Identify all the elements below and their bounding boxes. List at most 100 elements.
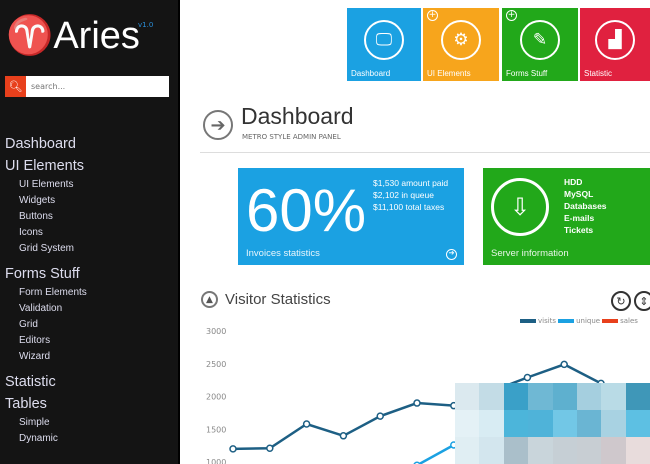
mosaic-cell bbox=[455, 437, 480, 464]
y-tick-label: 2000 bbox=[206, 393, 226, 402]
pencil-icon: ✎ bbox=[520, 20, 560, 60]
sidebar-item[interactable]: Editors bbox=[19, 335, 51, 346]
mosaic-cell bbox=[576, 437, 602, 464]
refresh-icon[interactable]: ↻ bbox=[611, 291, 631, 311]
point-visits bbox=[339, 432, 348, 440]
chart-legend: visits unique sales bbox=[520, 317, 638, 325]
sidebar-group[interactable]: Dashboard bbox=[5, 136, 76, 152]
plus-icon[interactable]: + bbox=[427, 10, 438, 21]
mosaic-cell bbox=[503, 437, 529, 464]
mosaic-cell bbox=[625, 437, 650, 464]
sidebar-item[interactable]: Validation bbox=[19, 303, 63, 314]
mosaic-cell bbox=[601, 437, 626, 464]
legend-swatch-sales bbox=[602, 319, 619, 323]
invoice-line: $2,102 in queue bbox=[373, 190, 434, 200]
arrow-right-icon: ➔ bbox=[203, 110, 233, 140]
page-title: Dashboard bbox=[241, 103, 354, 129]
tile-label: Statistic bbox=[584, 69, 613, 78]
point-visits bbox=[302, 420, 311, 428]
mosaic-cell bbox=[528, 437, 553, 464]
visitor-title: Visitor Statistics bbox=[225, 291, 331, 308]
chart-icon: ▲ bbox=[201, 291, 218, 308]
divider bbox=[200, 152, 650, 153]
pixelated-overlay bbox=[455, 383, 650, 464]
sidebar-item[interactable]: Simple bbox=[19, 417, 50, 428]
sidebar-item[interactable]: Grid System bbox=[19, 243, 75, 254]
tile-label: Dashboard bbox=[351, 69, 391, 78]
mosaic-cell bbox=[455, 383, 480, 410]
tile-forms-stuff[interactable]: + ✎ Forms Stuff bbox=[502, 8, 578, 81]
invoice-line: $1,530 amount paid bbox=[373, 178, 449, 188]
mosaic-cell bbox=[479, 383, 504, 410]
inbox-download-icon: ⇩ bbox=[491, 178, 549, 236]
sidebar-item[interactable]: Buttons bbox=[19, 211, 53, 222]
tile-statistic[interactable]: ▟ Statistic bbox=[580, 8, 650, 81]
page-subtitle: METRO STYLE ADMIN PANEL bbox=[242, 133, 341, 141]
sidebar-item[interactable]: Icons bbox=[19, 227, 43, 238]
point-visits bbox=[560, 360, 568, 369]
server-line: HDD bbox=[564, 177, 583, 187]
y-tick-label: 2500 bbox=[206, 360, 226, 369]
mosaic-cell bbox=[455, 410, 480, 437]
sidebar: ♈Aries v1.0 🔍︎ Dashboard UI Elements UI El… bbox=[0, 0, 180, 464]
mosaic-cell bbox=[552, 410, 577, 437]
mosaic-cell bbox=[479, 437, 504, 464]
collapse-icon[interactable]: ⇕ bbox=[634, 291, 650, 311]
mosaic-cell bbox=[503, 383, 529, 410]
point-visits bbox=[376, 412, 384, 420]
tile-label: Forms Stuff bbox=[506, 69, 548, 78]
legend-swatch-visits bbox=[520, 319, 536, 323]
point-visits bbox=[266, 444, 274, 452]
search-icon[interactable]: 🔍︎ bbox=[5, 76, 26, 97]
server-card[interactable]: ⇩ HDD MySQL Databases E-mails Tickets Se… bbox=[483, 168, 650, 265]
mosaic-cell bbox=[552, 437, 577, 464]
bar-chart-icon: ▟ bbox=[595, 20, 635, 60]
logo[interactable]: ♈Aries bbox=[6, 15, 140, 57]
point-visits bbox=[229, 445, 237, 453]
legend-visits: visits bbox=[538, 317, 557, 325]
invoices-card[interactable]: 60% $1,530 amount paid $2,102 in queue $… bbox=[238, 168, 464, 265]
mosaic-cell bbox=[625, 410, 650, 437]
server-line: E-mails bbox=[564, 213, 595, 223]
mosaic-cell bbox=[528, 383, 553, 410]
y-tick-label: 1500 bbox=[206, 425, 226, 434]
server-line: Tickets bbox=[564, 225, 594, 235]
tile-ui-elements[interactable]: + ⚙ UI Elements bbox=[423, 8, 499, 81]
invoice-footer: Invoices statistics bbox=[246, 248, 320, 259]
mosaic-cell bbox=[576, 383, 602, 410]
mosaic-cell bbox=[479, 410, 504, 437]
server-line: Databases bbox=[564, 201, 607, 211]
sidebar-group[interactable]: Tables bbox=[5, 396, 47, 412]
gear-icon: ⚙ bbox=[441, 20, 481, 60]
sidebar-item[interactable]: Dynamic bbox=[19, 433, 58, 444]
search-box: 🔍︎ bbox=[5, 76, 169, 97]
arrow-circle-icon[interactable]: ➔ bbox=[446, 249, 457, 260]
series-line-unique bbox=[416, 443, 455, 464]
mosaic-cell bbox=[601, 383, 626, 410]
search-input[interactable] bbox=[26, 76, 169, 97]
visitor-chart: 3000 2500 2000 1500 1000 bbox=[206, 327, 605, 464]
mosaic-cell bbox=[576, 410, 602, 437]
sidebar-item[interactable]: Widgets bbox=[19, 195, 56, 206]
sidebar-group[interactable]: Statistic bbox=[5, 374, 56, 390]
point-visits bbox=[523, 373, 532, 382]
mosaic-cell bbox=[625, 383, 650, 410]
sidebar-nav: Dashboard UI Elements UI Elements Widgets Bu… bbox=[5, 133, 87, 447]
invoice-line: $11,100 total taxes bbox=[373, 202, 445, 212]
y-tick-label: 3000 bbox=[206, 327, 226, 336]
sidebar-group[interactable]: UI Elements bbox=[5, 158, 84, 174]
tile-dashboard[interactable]: 🖵 Dashboard bbox=[347, 8, 421, 81]
sidebar-group[interactable]: Forms Stuff bbox=[5, 266, 80, 282]
mosaic-cell bbox=[503, 410, 529, 437]
server-line: MySQL bbox=[564, 189, 594, 199]
plus-icon[interactable]: + bbox=[506, 10, 517, 21]
legend-swatch-unique bbox=[558, 319, 575, 323]
sidebar-item[interactable]: Form Elements bbox=[19, 287, 87, 298]
sidebar-item[interactable]: Grid bbox=[19, 319, 38, 330]
mosaic-cell bbox=[601, 410, 626, 437]
sidebar-item[interactable]: UI Elements bbox=[19, 179, 74, 190]
y-tick-label: 1000 bbox=[206, 458, 226, 464]
version-label: v1.0 bbox=[138, 21, 154, 29]
sidebar-item[interactable]: Wizard bbox=[19, 351, 51, 362]
series-line-visits bbox=[232, 363, 602, 451]
